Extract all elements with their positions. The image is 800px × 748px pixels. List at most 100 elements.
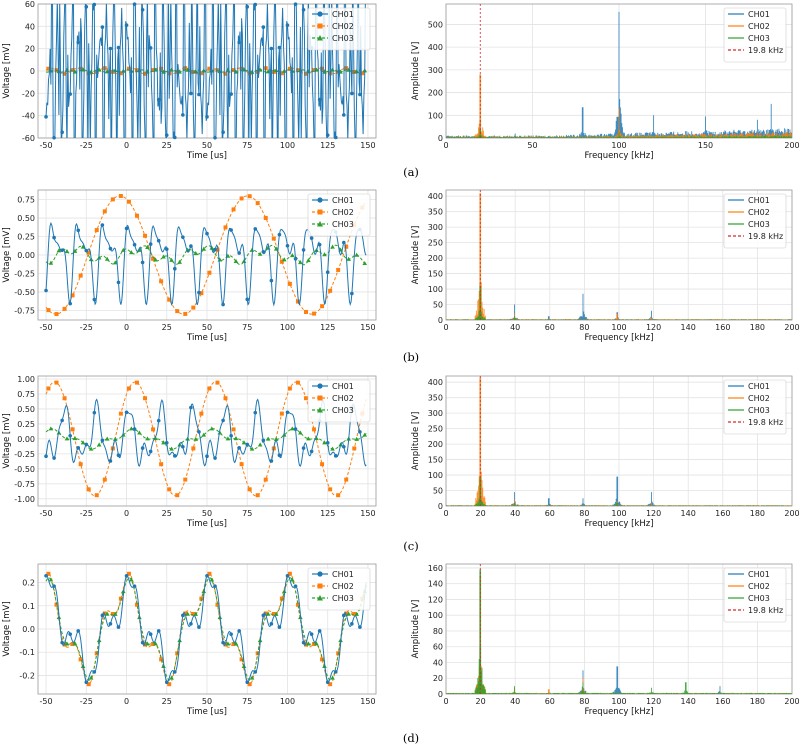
marker-ch01 [197,430,201,434]
marker-ch01 [285,573,290,578]
marker-ch01 [253,227,258,231]
legend-marker-circle [317,11,323,17]
marker-ch01 [68,433,72,438]
marker-ch02 [78,66,83,71]
marker-ch02 [320,66,325,71]
marker-ch03 [161,440,166,445]
panel-caption: (a) [403,165,419,179]
y-tick-label: -0.50 [14,288,35,297]
y-tick-label: 0.1 [22,602,35,611]
marker-ch02 [70,427,75,432]
marker-ch03 [161,254,166,259]
x-tick-label: 120 [646,509,661,518]
marker-ch02 [263,215,268,220]
marker-ch01 [333,135,338,140]
marker-ch01 [52,235,56,240]
legend-label: CH01 [748,196,770,205]
legend-label: CH01 [332,570,354,579]
marker-ch03 [330,446,335,451]
y-tick-label: -60 [22,134,35,143]
chart-c-freq: 0 20 40 60 80 100 120 140 160 180 200 0 50 100 150 200 2… [411,375,800,529]
x-tick-label: 140 [681,697,696,706]
marker-ch01 [358,625,362,629]
x-tick-label: 160 [715,697,730,706]
marker-ch02 [239,196,244,201]
x-tick-label: 200 [784,141,799,150]
y-tick-label: 0.75 [17,390,35,399]
panel-caption: (c) [403,539,418,553]
marker-ch01 [76,228,81,233]
marker-ch01 [261,25,266,29]
marker-ch01 [350,91,354,96]
y-tick-label: 0.50 [17,214,35,223]
marker-ch03 [346,611,351,616]
marker-ch02 [199,596,204,601]
marker-ch03 [273,246,279,251]
x-tick-label: 50 [202,141,212,150]
marker-ch03 [185,611,190,616]
marker-ch03 [290,577,295,582]
x-tick-label: -50 [40,509,53,518]
marker-ch03 [249,446,255,451]
x-tick-label: 50 [527,141,537,150]
x-tick-label: 0 [443,697,448,706]
legend-label: CH03 [332,34,354,43]
marker-ch02 [159,657,164,662]
marker-ch03 [281,589,287,594]
marker-ch01 [181,444,185,449]
marker-ch03 [362,260,368,266]
marker-ch01 [333,670,338,674]
marker-ch01 [229,433,233,438]
marker-ch02 [320,304,325,309]
marker-ch01 [269,46,274,51]
marker-ch03 [209,426,215,431]
marker-ch01 [261,438,266,443]
marker-ch02 [231,68,236,73]
marker-ch01 [164,440,169,445]
x-axis-label: Frequency [kHz] [584,151,653,161]
series-line-ch02 [45,381,367,497]
marker-ch02 [143,396,148,401]
marker-ch03 [201,589,207,594]
marker-ch02 [54,602,59,607]
marker-ch02 [62,306,67,311]
marker-ch02 [312,642,317,647]
legend-label: CH02 [748,208,770,217]
y-tick-label: -0.75 [14,306,35,315]
marker-ch02 [167,682,172,687]
marker-ch03 [298,430,303,435]
marker-ch01 [92,297,97,302]
marker-ch02 [344,244,349,249]
marker-ch01 [68,301,72,306]
marker-ch02 [159,462,164,467]
marker-ch01 [269,622,274,626]
marker-ch02 [126,386,131,391]
marker-ch01 [189,91,193,96]
marker-ch02 [271,611,276,616]
marker-ch01 [301,640,306,645]
marker-ch01 [173,454,177,458]
marker-ch02 [312,427,317,432]
y-tick-label: 40 [433,658,443,667]
marker-ch02 [352,446,357,451]
marker-ch01 [44,115,48,119]
marker-ch03 [346,256,351,261]
marker-ch01 [229,632,233,636]
legend-box [723,7,787,63]
marker-ch01 [325,440,330,445]
marker-ch01 [156,629,161,633]
x-tick-label: 100 [280,141,295,150]
marker-ch01 [124,573,129,578]
y-tick-label: 60 [433,643,443,652]
marker-ch03 [169,67,174,72]
marker-ch03 [241,440,247,445]
marker-ch03 [88,675,94,680]
legend-marker-square [317,209,323,215]
y-axis-label: Amplitude [V] [411,412,421,471]
marker-ch01 [309,449,314,454]
panel-caption: (b) [403,350,419,364]
marker-ch01 [213,247,217,252]
x-tick-label: 0 [124,697,129,706]
marker-ch01 [237,629,241,633]
marker-ch02 [159,66,164,71]
